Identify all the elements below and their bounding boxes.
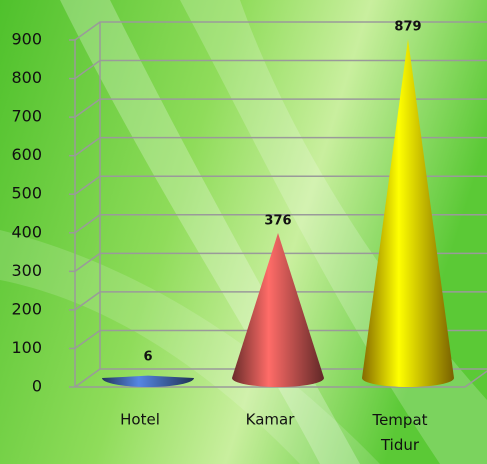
grid-line bbox=[74, 98, 487, 118]
floor-edge bbox=[75, 370, 487, 388]
grid-line bbox=[74, 252, 487, 272]
swoosh bbox=[0, 230, 380, 464]
grid-line bbox=[74, 59, 487, 80]
plot-area: 0 100 200 300 400 500 600 700 800 900 Hotel 6 Kamar 3… bbox=[11, 20, 487, 454]
grid-line bbox=[74, 214, 487, 234]
y-tick-label: 500 bbox=[11, 184, 42, 203]
y-tick-label: 300 bbox=[11, 261, 42, 280]
value-label: 879 bbox=[394, 20, 421, 35]
y-tick-label: 200 bbox=[11, 299, 42, 318]
grid-line bbox=[74, 368, 487, 388]
value-label: 6 bbox=[143, 350, 152, 365]
y-tick-label: 700 bbox=[11, 107, 42, 126]
x-tick-label: Kamar bbox=[246, 411, 296, 429]
cone bbox=[102, 375, 194, 387]
value-label: 376 bbox=[264, 214, 291, 229]
y-tick-label: 800 bbox=[11, 68, 42, 87]
x-tick-label: Hotel bbox=[120, 411, 160, 429]
cone bbox=[232, 233, 324, 387]
grid-line bbox=[74, 21, 487, 41]
x-tick-label: Tempat Tidur bbox=[371, 411, 427, 454]
grid-line bbox=[74, 136, 487, 157]
y-tick-label: 600 bbox=[11, 145, 42, 164]
grid-line bbox=[74, 175, 487, 195]
grid-line bbox=[74, 291, 487, 311]
y-tick-label: 0 bbox=[32, 377, 42, 396]
cone bbox=[362, 39, 454, 387]
y-tick-label: 100 bbox=[11, 338, 42, 357]
y-tick-label: 400 bbox=[11, 222, 42, 241]
y-tick-label: 900 bbox=[11, 30, 42, 49]
grid-line bbox=[74, 329, 487, 350]
